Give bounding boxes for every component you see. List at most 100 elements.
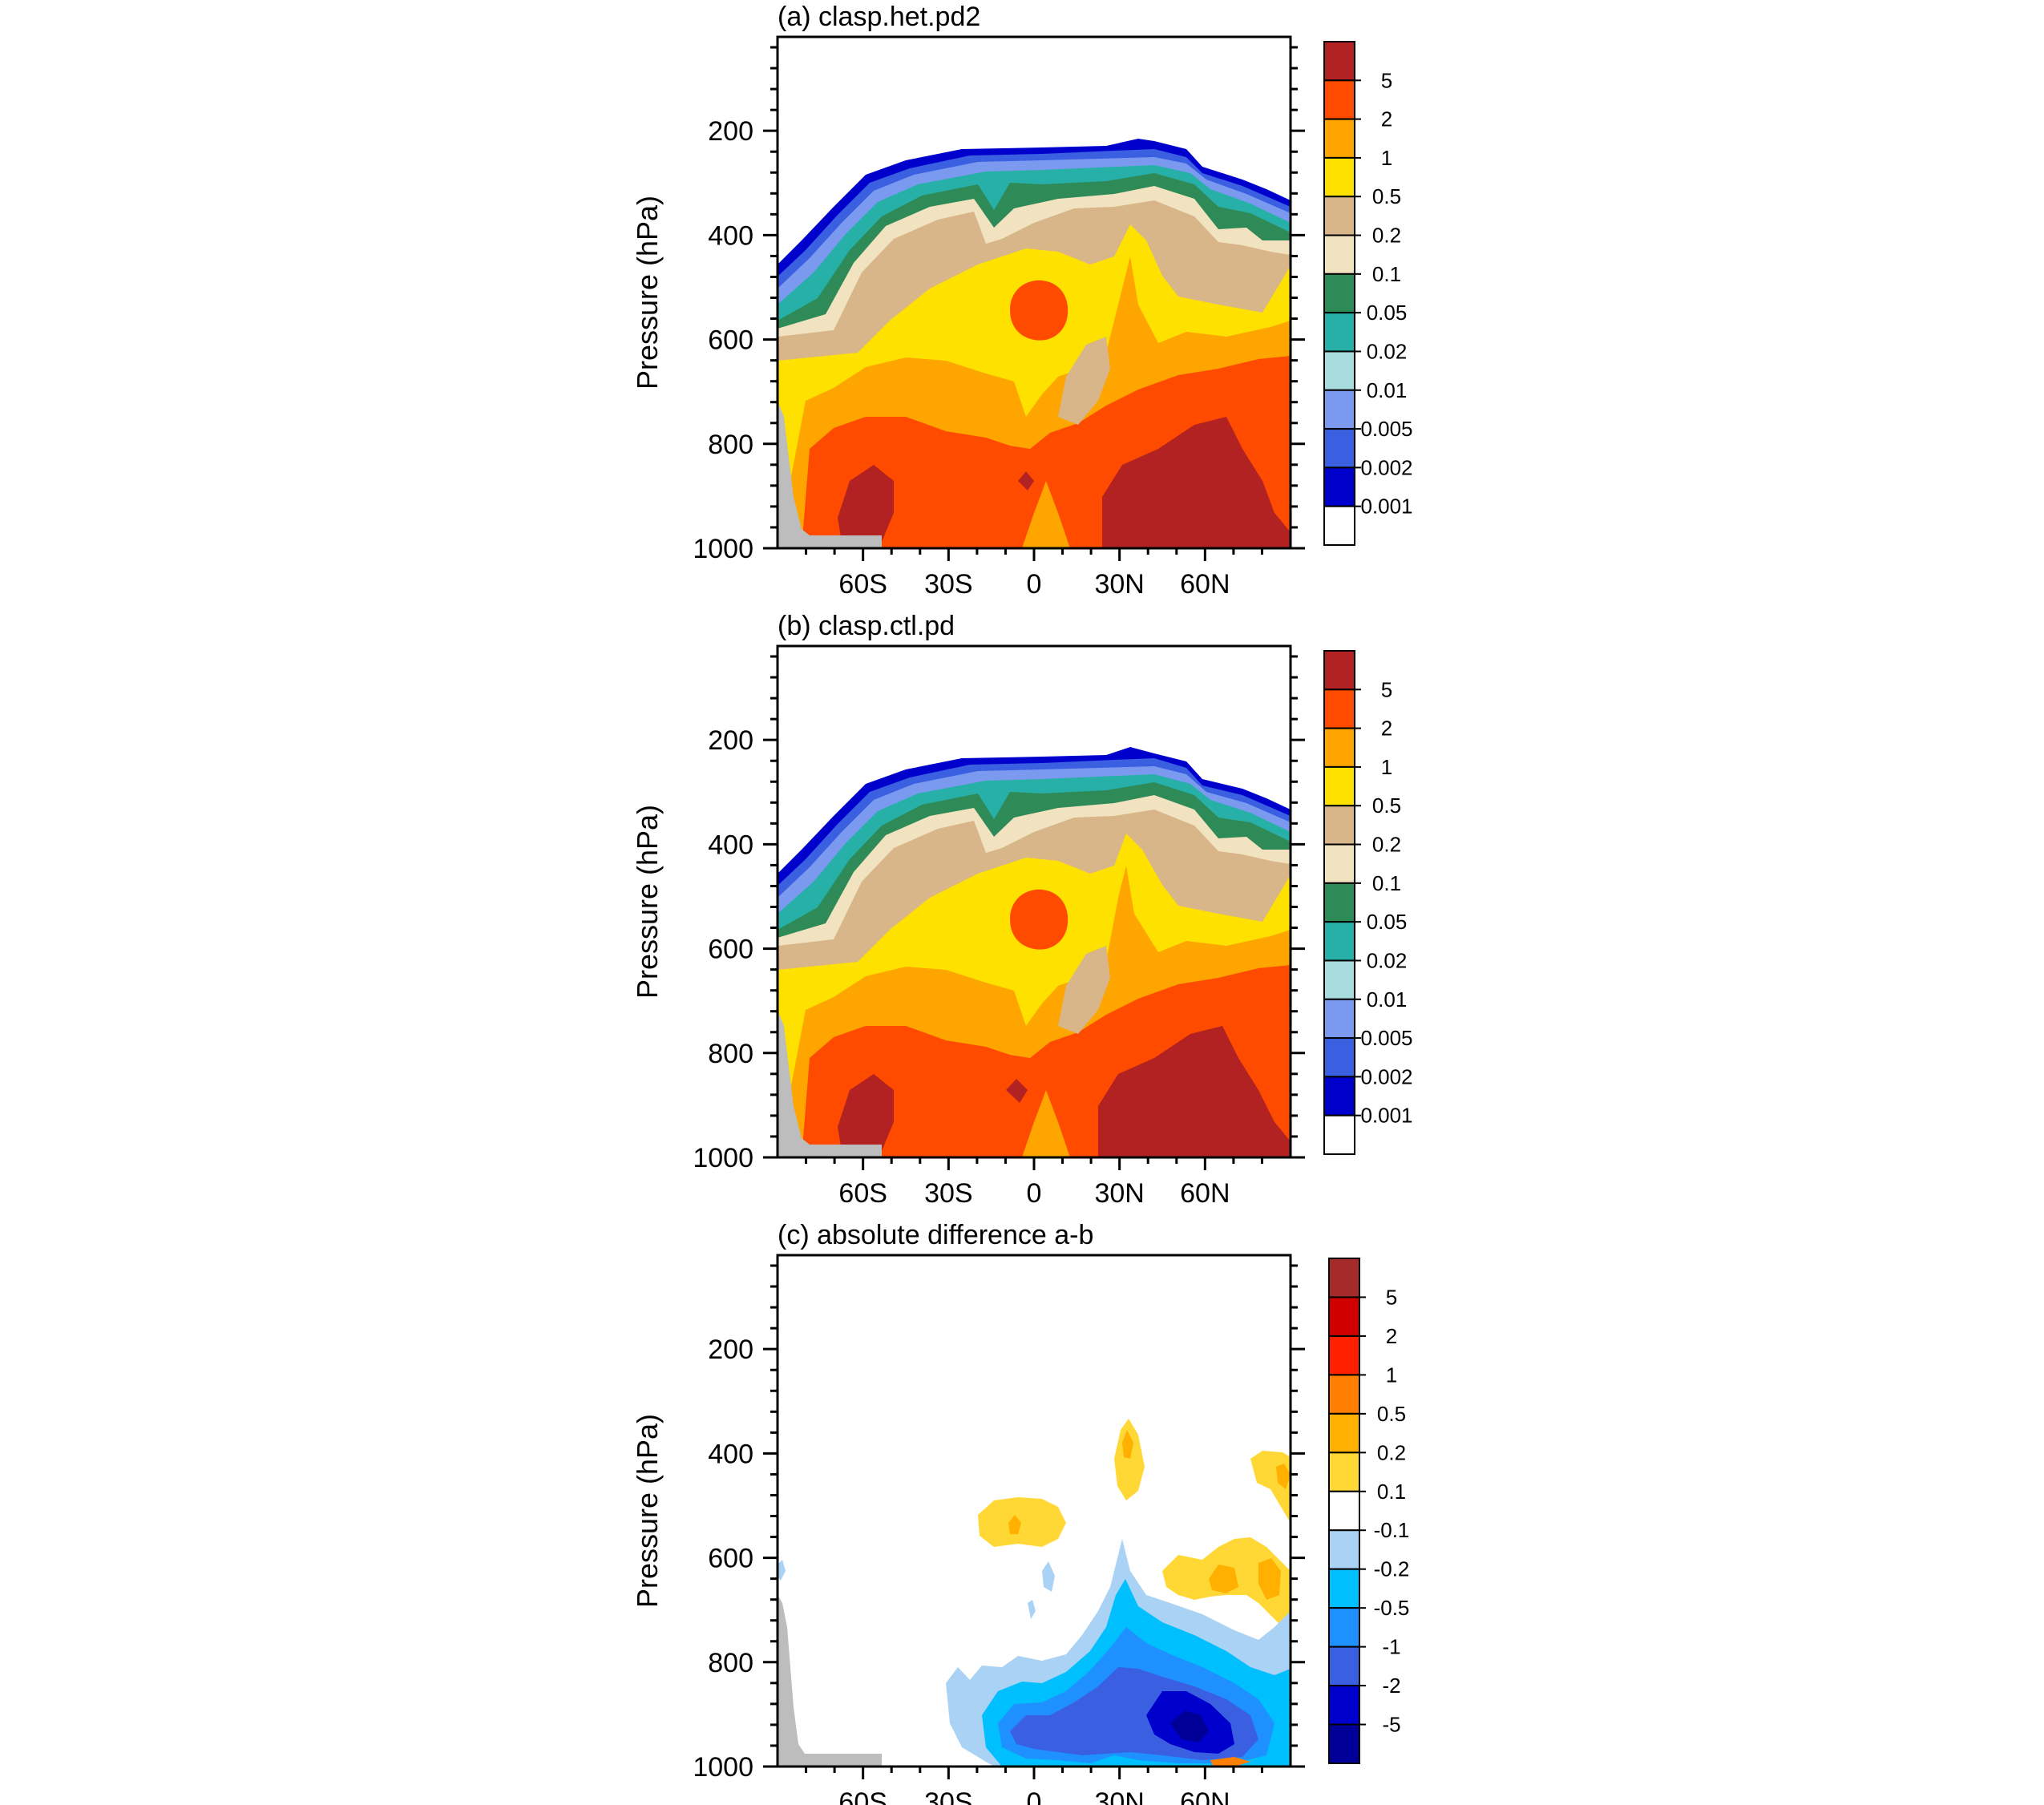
pos-patch-bottom	[1210, 1757, 1250, 1767]
colorbar-label: 0.001	[1360, 1104, 1412, 1128]
y-axis: 200 400 600 800 1000	[693, 46, 1305, 564]
colorbar-box	[1323, 1037, 1355, 1078]
x-tick-label: 30S	[924, 569, 973, 600]
panel-c: (c) absolute difference a-b	[631, 1220, 1409, 1805]
band-10	[838, 465, 894, 548]
colorbar-box	[1328, 1335, 1360, 1376]
colorbar-label: 1	[1381, 755, 1392, 779]
colorbar-box	[1323, 312, 1355, 353]
band-10	[838, 1074, 894, 1157]
colorbar-label: 0.1	[1372, 871, 1401, 895]
colorbar-label: 5	[1381, 68, 1392, 92]
colorbar-label: 0.02	[1367, 339, 1408, 363]
panel-b: (b) clasp.ctl.pd 60S 30S 0 30N 60N 200 400 600…	[631, 611, 1413, 1209]
colorbar: 5 2 1 0.5 0.2 0.1 0.05 0.02 0.01 0.005 0.002 0.001	[1323, 650, 1413, 1155]
x-tick-label: 30S	[924, 1787, 973, 1805]
pos-patch-inner	[1209, 1565, 1238, 1593]
terrain	[778, 1595, 882, 1767]
y-tick-label: 400	[708, 220, 753, 251]
x-tick-label: 30N	[1094, 569, 1144, 600]
colorbar-label: -1	[1382, 1635, 1400, 1659]
colorbar-box	[1328, 1723, 1360, 1765]
x-tick-label: 60S	[838, 1787, 887, 1805]
colorbar-box	[1323, 156, 1355, 198]
y-tick-label: 200	[708, 1335, 753, 1365]
panel-title: (b) clasp.ctl.pd	[778, 611, 955, 641]
x-tick-label: 0	[1027, 1787, 1042, 1805]
colorbar-box	[1323, 196, 1355, 236]
colorbar-box	[1323, 727, 1355, 768]
band-10b	[1098, 1026, 1291, 1157]
colorbar-box	[1323, 350, 1355, 391]
colorbar-box	[1323, 882, 1355, 923]
band-10c	[1018, 471, 1034, 491]
colorbar-box	[1323, 959, 1355, 1000]
colorbar-box	[1323, 688, 1355, 729]
colorbar-box	[1328, 1568, 1360, 1609]
blob-5-center	[1010, 889, 1068, 950]
contour-fill	[778, 139, 1291, 548]
y-tick-label: 1000	[693, 1752, 753, 1783]
colorbar-box	[1323, 389, 1355, 430]
y-axis-label: Pressure (hPa)	[631, 805, 664, 999]
colorbar-box	[1323, 428, 1355, 469]
pos-patch-inner	[1122, 1430, 1133, 1459]
terrain	[778, 1010, 882, 1157]
colorbar-box	[1323, 79, 1355, 120]
colorbar-box	[1328, 1685, 1360, 1726]
colorbar-label: 5	[1386, 1285, 1397, 1309]
colorbar-label: 0.01	[1367, 378, 1408, 402]
colorbar-label: 0.002	[1360, 455, 1412, 479]
contour-fill	[778, 1419, 1291, 1767]
colorbar-box	[1328, 1296, 1360, 1337]
colorbar-label: 0.2	[1372, 833, 1401, 857]
pos-patch-inner	[1258, 1558, 1281, 1600]
panel-a: (a) clasp.het.pd2 60S 30S 0 30N 60N 200 400 60…	[631, 2, 1413, 600]
colorbar-box	[1328, 1452, 1360, 1492]
colorbar-label: -0.2	[1374, 1557, 1410, 1581]
x-tick-label: 60S	[838, 1178, 887, 1209]
colorbar-box	[1323, 650, 1355, 691]
colorbar-label: 2	[1381, 717, 1392, 741]
colorbar-label: 2	[1381, 107, 1392, 131]
blob-05-center	[1058, 946, 1110, 1034]
y-tick-label: 800	[708, 1039, 753, 1069]
colorbar-box	[1323, 921, 1355, 962]
blob-5-center	[1010, 280, 1068, 341]
y-tick-label: 600	[708, 325, 753, 356]
contour-fill	[778, 747, 1291, 1157]
colorbar-box	[1328, 1645, 1360, 1687]
colorbar-box	[1323, 41, 1355, 82]
colorbar-label: 5	[1381, 677, 1392, 701]
y-axis-label: Pressure (hPa)	[631, 1414, 664, 1608]
x-tick-label: 60N	[1180, 1178, 1230, 1209]
band-10b	[1102, 417, 1291, 548]
colorbar: 5 2 1 0.5 0.2 0.1 -0.1 -0.2 -0.5 -1 -2 -5	[1328, 1258, 1410, 1765]
y-tick-label: 200	[708, 725, 753, 756]
pos-patch	[1114, 1419, 1145, 1500]
colorbar-label: 0.2	[1372, 224, 1401, 248]
y-tick-label: 200	[708, 116, 753, 147]
terrain	[778, 401, 882, 548]
x-tick-label: 60N	[1180, 1787, 1230, 1805]
colorbar-label: 0.001	[1360, 495, 1412, 519]
colorbar-label: 0.2	[1377, 1440, 1406, 1464]
x-tick-label: 60N	[1180, 569, 1230, 600]
colorbar-box	[1323, 998, 1355, 1040]
y-tick-label: 600	[708, 1544, 753, 1574]
colorbar-box	[1328, 1607, 1360, 1648]
colorbar-label: 0.05	[1367, 910, 1408, 934]
colorbar-box	[1323, 118, 1355, 159]
colorbar-label: 0.005	[1360, 417, 1412, 441]
pos-patch-inner	[1276, 1464, 1291, 1489]
y-tick-label: 800	[708, 430, 753, 460]
colorbar-label: 0.002	[1360, 1064, 1412, 1088]
panel-title: (a) clasp.het.pd2	[778, 2, 980, 32]
colorbar-box	[1323, 805, 1355, 846]
colorbar-label: 0.5	[1372, 184, 1401, 208]
pos-patch-inner	[1008, 1515, 1021, 1534]
x-tick-label: 30N	[1094, 1787, 1144, 1805]
colorbar-box	[1328, 1374, 1360, 1415]
neg-band-5	[1170, 1710, 1209, 1742]
